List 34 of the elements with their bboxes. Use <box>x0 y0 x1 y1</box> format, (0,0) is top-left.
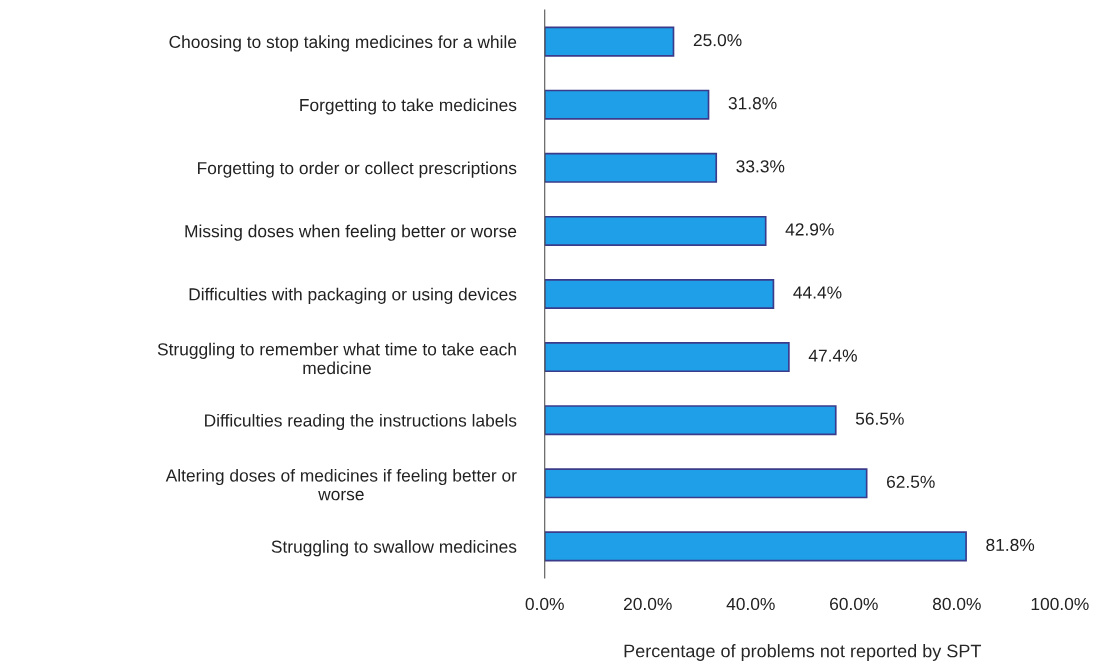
y-tick-label: Missing doses when feeling better or worse <box>185 224 517 241</box>
bar <box>544 405 837 436</box>
bar <box>544 215 767 246</box>
x-tick-label: 20.0% <box>624 597 672 611</box>
data-label: 25.0% <box>693 33 742 47</box>
x-tick-label: 60.0% <box>830 597 878 611</box>
y-tick-label: Struggling to remember what time to take each medicine <box>157 342 516 375</box>
data-label: 42.9% <box>785 223 834 236</box>
data-label: 44.4% <box>793 286 842 299</box>
x-tick-label: 80.0% <box>932 597 981 611</box>
bar <box>544 468 868 499</box>
x-axis-title: Percentage of problems not reported by SPT <box>624 644 982 661</box>
bar <box>544 26 675 57</box>
bar <box>544 342 790 373</box>
data-label: 81.8% <box>986 538 1035 552</box>
y-tick-label: Forgetting to order or collect prescriptions <box>198 161 517 178</box>
x-tick-label: 100.0% <box>1031 597 1089 611</box>
bar <box>544 89 710 120</box>
y-tick-label: Struggling to swallow medicines <box>271 540 517 557</box>
bar <box>544 531 967 562</box>
y-tick-label: Choosing to stop taking medicines for a while <box>169 35 517 52</box>
y-tick-label: Difficulties reading the instructions labels <box>205 413 517 431</box>
data-label: 31.8% <box>728 97 777 110</box>
y-tick-label: Forgetting to take medicines <box>300 98 517 115</box>
data-label: 56.5% <box>855 412 904 425</box>
y-tick-label: Difficulties with packaging or using devices <box>189 287 517 304</box>
y-tick-label: Altering doses of medicines if feeling better or worse <box>165 468 517 501</box>
x-tick-label: 0.0% <box>525 597 564 611</box>
bar <box>544 278 775 310</box>
data-label: 33.3% <box>736 160 785 173</box>
x-tick-label: 40.0% <box>726 597 775 611</box>
data-label: 62.5% <box>886 475 935 488</box>
data-label: 47.4% <box>808 349 857 362</box>
bar <box>544 152 718 183</box>
